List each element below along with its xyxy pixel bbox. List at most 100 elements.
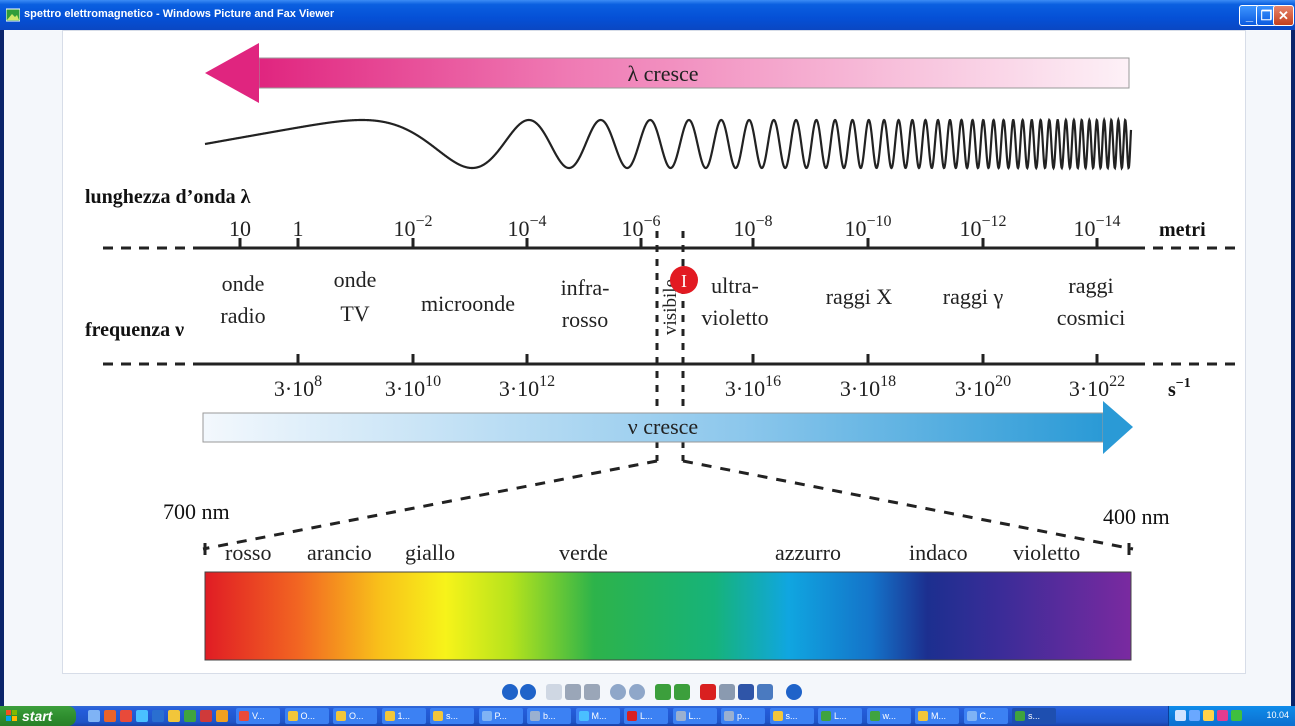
quick-launch-icon[interactable] [216, 710, 228, 722]
taskbar-button-label: s... [1028, 711, 1041, 721]
taskbar-app-icon [239, 711, 249, 721]
actual-size-icon[interactable] [565, 684, 581, 700]
title-bar[interactable]: spettro elettromagnetico - Windows Pictu… [0, 0, 1295, 30]
taskbar-button[interactable]: L... [624, 708, 668, 724]
print-icon[interactable] [719, 684, 735, 700]
frequency-tick-label: 3·1022 [1069, 373, 1125, 401]
taskbar-app-icon [869, 711, 880, 721]
taskbar-button[interactable]: s... [769, 708, 814, 724]
quick-launch-icon[interactable] [88, 710, 100, 722]
wavelength-axis-label: lunghezza d’onda λ [85, 186, 251, 208]
security-icon[interactable] [1203, 710, 1214, 721]
taskbar-button[interactable]: C... [963, 708, 1008, 724]
wavelength-tick-label: 10−4 [507, 213, 546, 241]
quick-launch-icon[interactable] [184, 710, 196, 722]
band-gamma: raggi γ [943, 284, 1004, 309]
cursor-marker: I [670, 266, 698, 294]
save-icon[interactable] [738, 684, 754, 700]
previous-image-icon[interactable] [502, 684, 518, 700]
rotate-counterclockwise-icon[interactable] [674, 684, 690, 700]
color-yellow: giallo [405, 540, 455, 565]
taskbar-button[interactable]: s... [1012, 708, 1056, 724]
frequency-increase-arrow: ν cresce [202, 401, 1133, 454]
color-names: rosso arancio giallo verde azzurro indac… [225, 540, 1080, 565]
start-button[interactable]: start [0, 706, 76, 726]
messenger-icon[interactable] [1217, 710, 1228, 721]
volume-icon[interactable] [1189, 710, 1200, 721]
taskbar-app-icon [821, 711, 831, 721]
taskbar-button-label: V... [252, 711, 265, 721]
taskbar-app-icon [1015, 711, 1025, 721]
nu-arrow-label: ν cresce [628, 414, 698, 439]
taskbar-app-icon [675, 711, 686, 721]
taskbar-button-label: O... [349, 711, 364, 721]
next-image-icon[interactable] [520, 684, 536, 700]
band-cosmic-line1: raggi [1068, 273, 1113, 298]
quick-launch-icon[interactable] [200, 710, 212, 722]
taskbar-app-icon [578, 711, 589, 721]
quick-launch-icon[interactable] [120, 710, 132, 722]
slideshow-icon[interactable] [584, 684, 600, 700]
taskbar-button-label: P... [494, 711, 507, 721]
taskbar-button[interactable]: L... [672, 708, 717, 724]
help-icon[interactable] [786, 684, 802, 700]
quick-launch-icon[interactable] [152, 710, 164, 722]
taskbar-button[interactable]: M... [575, 708, 620, 724]
close-button[interactable]: ✕ [1273, 5, 1294, 26]
taskbar-app-icon [336, 711, 346, 721]
taskbar-button[interactable]: L... [818, 708, 862, 724]
band-labels: onde radio onde TV microonde infra- ross… [220, 267, 1125, 335]
taskbar-button[interactable]: w... [866, 708, 911, 724]
wavelength-400nm: 400 nm [1103, 504, 1170, 529]
taskbar: start V... O... O... 1... s... P... b... M... L.… [0, 706, 1295, 726]
taskbar-button[interactable]: s... [430, 708, 474, 724]
zoom-lines [202, 459, 1134, 551]
taskbar-app-icon [724, 711, 734, 721]
taskbar-app-icon [627, 711, 637, 721]
wavelength-tick-label: 10−8 [733, 213, 772, 241]
open-editor-icon[interactable] [757, 684, 773, 700]
taskbar-button[interactable]: 1... [381, 708, 426, 724]
band-infrared-line2: rosso [562, 307, 608, 332]
taskbar-button-label: b... [543, 711, 556, 721]
wavelength-700nm: 700 nm [163, 499, 230, 524]
taskbar-app-icon [530, 711, 540, 721]
color-indigo: indaco [909, 540, 968, 565]
wavelength-tick-label: 10 [229, 216, 251, 241]
color-orange: arancio [307, 540, 372, 565]
best-fit-icon[interactable] [546, 684, 562, 700]
taskbar-button[interactable]: M... [915, 708, 959, 724]
zoom-in-icon[interactable] [610, 684, 626, 700]
taskbar-button[interactable]: V... [236, 708, 280, 724]
zoom-out-icon[interactable] [629, 684, 645, 700]
band-infrared-line1: infra- [561, 275, 610, 300]
taskbar-button-label: O... [300, 711, 316, 721]
delete-icon[interactable] [700, 684, 716, 700]
taskbar-button[interactable]: b... [527, 708, 571, 724]
image-viewport[interactable]: λ cresce lunghezza d’onda λ frequenza ν … [4, 30, 1291, 676]
band-tv-line1: onde [334, 267, 377, 292]
wavelength-tick-label: 10−2 [393, 213, 432, 241]
taskbar-app-icon [481, 711, 492, 721]
picture-viewer-icon [6, 8, 20, 22]
update-icon[interactable] [1231, 710, 1242, 721]
taskbar-button[interactable]: O... [333, 708, 377, 724]
wave-curve [204, 116, 1133, 171]
network-icon[interactable] [1175, 710, 1186, 721]
quick-launch-icon[interactable] [104, 710, 116, 722]
frequency-tick-label: 3·1020 [955, 373, 1011, 401]
clock: 10.04 [1266, 710, 1289, 720]
taskbar-button[interactable]: P... [478, 708, 523, 724]
quick-launch-icon[interactable] [136, 710, 148, 722]
taskbar-button[interactable]: p... [721, 708, 765, 724]
taskbar-button[interactable]: O... [284, 708, 329, 724]
rotate-clockwise-icon[interactable] [655, 684, 671, 700]
quick-launch-icon[interactable] [168, 710, 180, 722]
picture-viewer-window: spettro elettromagnetico - Windows Pictu… [0, 0, 1295, 706]
wavelength-tick-label: 10−10 [844, 213, 891, 241]
cursor-marker-glyph: I [681, 271, 687, 291]
taskbar-button-label: 1... [397, 711, 411, 721]
taskbar-button-label: p... [737, 711, 750, 721]
frequency-ticks: 3·108 3·1010 3·1012 3·1016 3·1018 3·1020 3·102… [274, 354, 1125, 401]
band-cosmic-line2: cosmici [1057, 305, 1125, 330]
